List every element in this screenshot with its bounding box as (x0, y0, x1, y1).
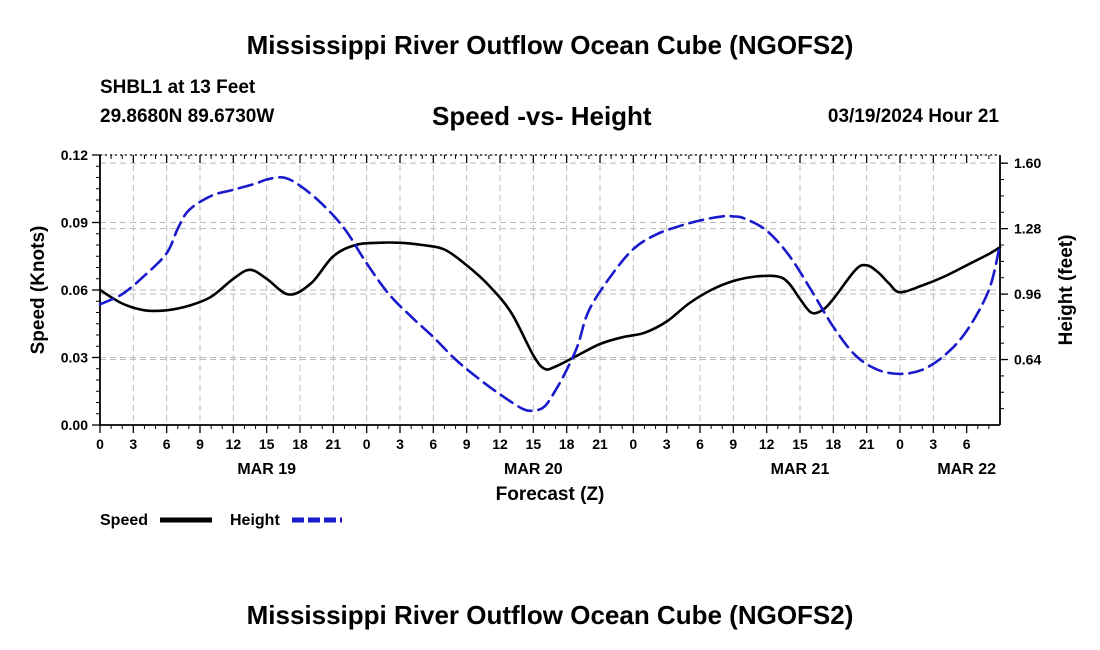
y-axis-left-title: Speed (Knots) (28, 226, 49, 355)
chart-subtitle: Speed -vs- Height (432, 101, 652, 131)
date-label: MAR 22 (937, 461, 996, 478)
grid-lines (100, 154, 1000, 425)
date-label: MAR 20 (504, 461, 563, 478)
x-tick-label: 3 (929, 436, 937, 452)
y-left-tick-label: 0.09 (61, 215, 88, 231)
x-tick-label: 15 (259, 436, 275, 452)
series-line-speed (98, 241, 1002, 371)
legend-label-height: Height (230, 512, 280, 529)
footer-title: Mississippi River Outflow Ocean Cube (NG… (246, 600, 854, 630)
x-tick-label: 6 (963, 436, 971, 452)
x-tick-label: 21 (326, 436, 342, 452)
y-left-tick-label: 0.03 (61, 350, 88, 366)
x-tick-label: 21 (859, 436, 875, 452)
x-tick-label: 12 (226, 436, 242, 452)
x-tick-label: 3 (129, 436, 137, 452)
forecast-datetime: 03/19/2024 Hour 21 (827, 106, 999, 127)
x-tick-label: 3 (396, 436, 404, 452)
x-tick-label: 18 (559, 436, 575, 452)
x-tick-label: 15 (792, 436, 808, 452)
x-tick-label: 9 (196, 436, 204, 452)
x-tick-label: 0 (96, 436, 104, 452)
x-tick-label: 12 (492, 436, 508, 452)
station-label: SHBL1 at 13 Feet (100, 77, 256, 98)
x-tick-label: 15 (526, 436, 542, 452)
x-tick-label: 6 (163, 436, 171, 452)
x-tick-label: 12 (759, 436, 775, 452)
main-title: Mississippi River Outflow Ocean Cube (NG… (246, 30, 854, 60)
y-right-tick-label: 0.96 (1014, 286, 1041, 302)
x-tick-label: 0 (629, 436, 637, 452)
x-axis-title: Forecast (Z) (496, 484, 605, 505)
date-label: MAR 21 (771, 461, 830, 478)
legend: Speed Height (100, 512, 342, 529)
x-tick-label: 6 (429, 436, 437, 452)
x-tick-label: 0 (363, 436, 371, 452)
axis-labels: MAR 19 MAR 20 MAR 21 MAR 22 Forecast (Z) Spee… (28, 226, 1077, 505)
legend-label-speed: Speed (100, 512, 148, 529)
x-tick-label: 3 (663, 436, 671, 452)
x-tick-label: 18 (292, 436, 308, 452)
x-tick-label: 18 (826, 436, 842, 452)
y-left-tick-label: 0.12 (61, 147, 88, 163)
x-tick-label: 9 (729, 436, 737, 452)
y-left-tick-label: 0.06 (61, 282, 88, 298)
date-label: MAR 19 (237, 461, 296, 478)
x-tick-label: 6 (696, 436, 704, 452)
y-left-tick-label: 0.00 (61, 417, 88, 433)
station-coordinates: 29.8680N 89.6730W (100, 106, 275, 127)
y-axis-right-title: Height (feet) (1056, 235, 1077, 346)
x-tick-label: 0 (896, 436, 904, 452)
y-right-tick-label: 1.28 (1014, 221, 1041, 237)
x-tick-label: 21 (592, 436, 608, 452)
y-right-tick-label: 0.64 (1014, 352, 1041, 368)
series-line-height (98, 175, 1002, 413)
y-right-tick-label: 1.60 (1014, 155, 1041, 171)
series-lines (98, 175, 1002, 413)
ticks: 0 3 6 9 12 15 18 21 0 3 6 9 12 15 18 21 0 3 6 9 12 15 18 21 0 3 6 0… (61, 147, 1042, 452)
x-tick-label: 9 (463, 436, 471, 452)
